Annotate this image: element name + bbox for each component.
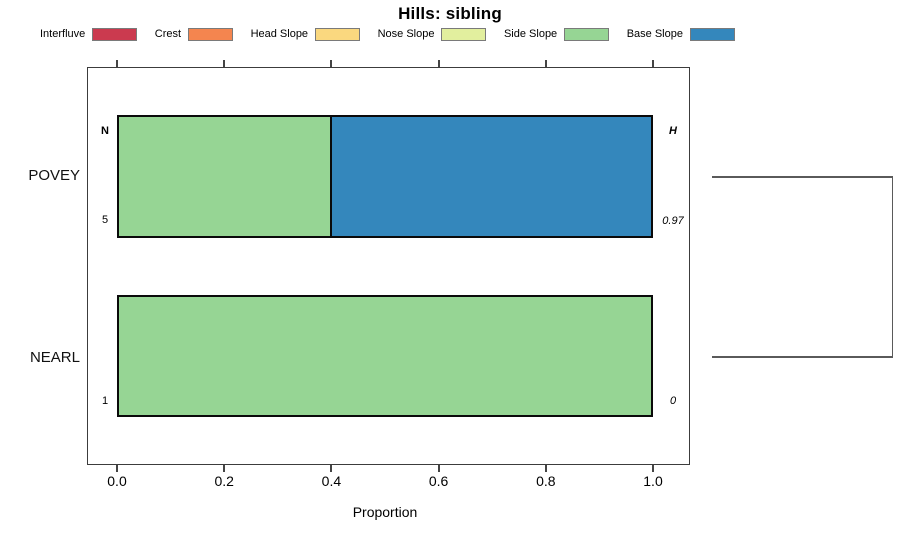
x-tick-top [652, 60, 654, 67]
legend-swatch [92, 27, 138, 41]
bar-segment-side-slope [119, 297, 651, 415]
x-tick-label: 1.0 [643, 473, 663, 489]
legend-item-crest: Crest [154, 27, 234, 41]
legend: Interfluve Crest Head Slope Nose Slope Side … [40, 26, 735, 42]
legend-swatch [315, 27, 361, 41]
x-tick-bottom [544, 465, 547, 472]
bar-povey [117, 115, 653, 238]
n-header: N [101, 125, 109, 137]
n-value-nearl: 1 [101, 395, 109, 407]
x-tick-bottom [437, 465, 440, 472]
legend-label: Nose Slope [377, 28, 435, 40]
legend-swatch [564, 27, 610, 41]
h-header: H [669, 125, 677, 137]
legend-swatch [441, 27, 487, 41]
legend-item-base-slope: Base Slope [626, 27, 735, 41]
h-value-nearl: 0 [669, 395, 677, 407]
legend-item-interfluve: Interfluve [40, 27, 138, 41]
legend-item-side-slope: Side Slope [503, 27, 610, 41]
x-tick-top [437, 60, 440, 67]
n-value-povey: 5 [101, 214, 109, 226]
x-tick-label: 0.8 [536, 473, 556, 489]
x-tick-top [544, 60, 547, 67]
x-tick-bottom [116, 465, 118, 472]
legend-label: Crest [154, 28, 182, 40]
dendrogram-branch-bottom [712, 356, 893, 358]
legend-label: Base Slope [626, 28, 683, 40]
dendrogram-branch-top [712, 176, 893, 178]
x-tick-label: 0.4 [321, 473, 342, 489]
legend-item-head-slope: Head Slope [250, 27, 361, 41]
bar-nearl [117, 295, 653, 417]
x-axis-label: Proportion [352, 504, 418, 520]
legend-swatch [689, 27, 735, 41]
x-tick-bottom [330, 465, 333, 472]
x-tick-top [116, 60, 118, 67]
legend-swatch [188, 27, 234, 41]
chart-title: Hills: sibling [398, 4, 502, 23]
x-tick-bottom [223, 465, 226, 472]
row-label-nearl: NEARL [29, 349, 80, 366]
row-label-povey: POVEY [28, 167, 80, 184]
x-tick-top [330, 60, 333, 67]
x-tick-label: 0.2 [214, 473, 234, 489]
legend-item-nose-slope: Nose Slope [377, 27, 487, 41]
bar-segment-side-slope [119, 117, 332, 236]
h-value-povey: 0.97 [662, 215, 684, 227]
x-tick-label: 0.6 [428, 473, 449, 489]
legend-label: Side Slope [503, 28, 558, 40]
x-tick-label: 0.0 [107, 473, 127, 489]
dendrogram-join [891, 176, 893, 357]
legend-label: Interfluve [40, 28, 86, 40]
legend-label: Head Slope [250, 28, 309, 40]
bar-segment-base-slope [331, 117, 651, 236]
x-tick-bottom [652, 465, 654, 472]
x-tick-top [223, 60, 226, 67]
